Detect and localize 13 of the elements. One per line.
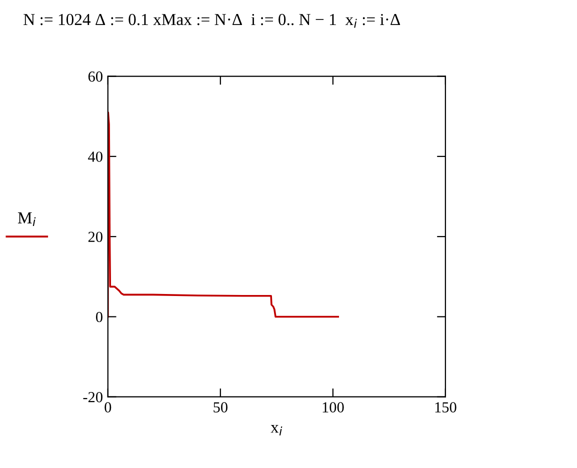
x-tick-label: 0 (104, 402, 112, 412)
text: M$_{i}$ (18, 212, 36, 226)
y-tick-label: 20 (88, 232, 102, 242)
y-tick-label: -20 (83, 392, 102, 402)
y-tick-label: 40 (88, 152, 102, 162)
x-tick-label: 150 (435, 402, 456, 412)
chart-title: N := 1024 Δ := 0.1 xMax := N·Δ i := 0.. N − 1 x$_{i}$ := i·Δ (24, 14, 400, 28)
x-tick-label: 100 (322, 402, 344, 412)
line-series (108, 111, 340, 318)
y-tick-label: 0 (96, 312, 102, 322)
x-tick-label: 50 (214, 402, 228, 412)
x-axis-title: x$_{i}$ (270, 425, 282, 436)
y-tick-label: 60 (88, 71, 102, 82)
